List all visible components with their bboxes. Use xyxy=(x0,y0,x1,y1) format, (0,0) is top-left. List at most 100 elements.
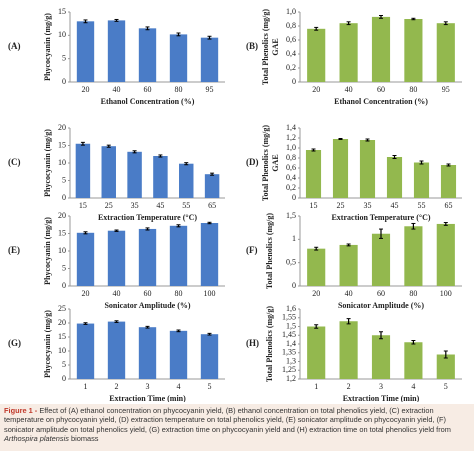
y-tick-label: 5 xyxy=(62,53,66,62)
bar xyxy=(436,23,455,82)
y-tick-label: 15 xyxy=(58,140,66,149)
x-tick-label: 20 xyxy=(82,85,90,94)
bar xyxy=(339,321,358,379)
x-tick-label: 4 xyxy=(177,382,181,391)
bar xyxy=(436,223,455,286)
bar xyxy=(339,244,358,286)
y-tick-label: 0 xyxy=(62,77,66,86)
y-tick-label: 1,0 xyxy=(286,7,296,16)
y-tick-label: 1,4 xyxy=(286,123,296,132)
y-tick-label: 1 xyxy=(292,234,296,243)
bar xyxy=(371,233,391,286)
panel-label: (C) xyxy=(8,157,21,167)
bar xyxy=(179,163,194,198)
y-tick-label: 1,45 xyxy=(282,330,296,339)
x-axis-title: Extraction Time (min) xyxy=(109,394,186,402)
x-axis-title: Ethanol Concentration (%) xyxy=(101,97,195,106)
y-tick-label: 15 xyxy=(58,7,66,16)
caption: Figure 1 - Effect of (A) ethanol concent… xyxy=(0,404,474,451)
x-tick-label: 20 xyxy=(82,289,90,298)
x-tick-label: 3 xyxy=(379,382,383,391)
y-tick-label: 5 xyxy=(62,360,66,369)
x-tick-label: 20 xyxy=(312,85,320,94)
bar xyxy=(413,162,430,198)
y-tick-label: 0,2 xyxy=(286,183,296,192)
caption-end: biomass xyxy=(70,434,99,444)
bar xyxy=(307,28,326,82)
x-tick-label: 35 xyxy=(364,201,372,210)
bar xyxy=(107,230,126,286)
y-tick-label: 1,25 xyxy=(282,365,296,374)
bar xyxy=(169,225,188,286)
x-axis-title: Ethanol Concentration (%) xyxy=(334,97,428,106)
panel-label: (F) xyxy=(246,245,258,255)
y-axis-title: Phycocyanin (mg/g) xyxy=(43,310,52,378)
y-tick-label: 5 xyxy=(62,263,66,272)
x-tick-label: 65 xyxy=(208,201,216,210)
bar xyxy=(75,143,91,198)
bar xyxy=(386,157,403,198)
bar xyxy=(339,23,358,82)
x-tick-label: 25 xyxy=(105,201,113,210)
y-tick-label: 25 xyxy=(58,304,66,313)
y-axis-title: Phycocyanin (mg/g) xyxy=(43,217,52,285)
bar xyxy=(305,150,322,198)
bar xyxy=(76,21,95,82)
y-tick-label: 1,55 xyxy=(282,313,296,322)
x-tick-label: 40 xyxy=(113,289,121,298)
y-tick-label: 1,4 xyxy=(286,339,296,348)
bar xyxy=(76,323,95,379)
x-tick-label: 40 xyxy=(345,85,353,94)
y-tick-label: 1,5 xyxy=(286,321,296,330)
x-tick-label: 65 xyxy=(445,201,453,210)
y-tick-label: 1,2 xyxy=(286,133,296,142)
panel-label: (D) xyxy=(246,157,259,167)
y-tick-label: 0 xyxy=(292,281,296,290)
x-axis-title: Extraction Temperature (°C) xyxy=(98,213,197,222)
x-tick-label: 80 xyxy=(175,85,183,94)
y-tick-label: 0 xyxy=(62,281,66,290)
x-tick-label: 40 xyxy=(113,85,121,94)
x-tick-label: 2 xyxy=(115,382,119,391)
bar xyxy=(101,146,116,198)
x-tick-label: 60 xyxy=(377,85,385,94)
y-tick-label: 20 xyxy=(58,211,66,220)
y-tick-label: 0,4 xyxy=(286,49,296,58)
x-axis-title: Extraction Time (min) xyxy=(343,394,420,402)
y-tick-label: 10 xyxy=(58,346,66,355)
panel-label: (E) xyxy=(8,245,20,255)
bar xyxy=(436,354,455,379)
bar xyxy=(200,37,219,82)
y-tick-label: 0 xyxy=(62,374,66,383)
x-tick-label: 2 xyxy=(347,382,351,391)
x-tick-label: 95 xyxy=(206,85,214,94)
bar xyxy=(76,232,95,286)
y-tick-label: 1,5 xyxy=(286,211,296,220)
x-tick-label: 35 xyxy=(131,201,139,210)
bar xyxy=(107,20,126,82)
x-tick-label: 40 xyxy=(345,289,353,298)
y-tick-label: 5 xyxy=(62,175,66,184)
y-tick-label: 0,8 xyxy=(286,153,296,162)
bar xyxy=(138,228,157,286)
y-tick-label: 15 xyxy=(58,332,66,341)
x-tick-label: 1 xyxy=(314,382,318,391)
bar xyxy=(200,334,219,379)
caption-species: Arthospira platensis xyxy=(4,434,69,444)
y-tick-label: 0,6 xyxy=(286,35,296,44)
x-tick-label: 80 xyxy=(409,85,417,94)
bar xyxy=(200,223,219,286)
bar xyxy=(107,321,126,379)
y-tick-label: 1,3 xyxy=(286,356,296,365)
x-tick-label: 55 xyxy=(418,201,426,210)
x-tick-label: 3 xyxy=(146,382,150,391)
y-tick-label: 1,6 xyxy=(286,304,296,313)
panel-label: (A) xyxy=(8,41,21,51)
y-axis-title: Phycocyanin (mg/g) xyxy=(43,13,52,81)
bar xyxy=(404,19,423,82)
x-tick-label: 60 xyxy=(144,85,152,94)
x-tick-label: 100 xyxy=(440,289,452,298)
bar xyxy=(127,151,142,198)
y-tick-label: 10 xyxy=(58,158,66,167)
